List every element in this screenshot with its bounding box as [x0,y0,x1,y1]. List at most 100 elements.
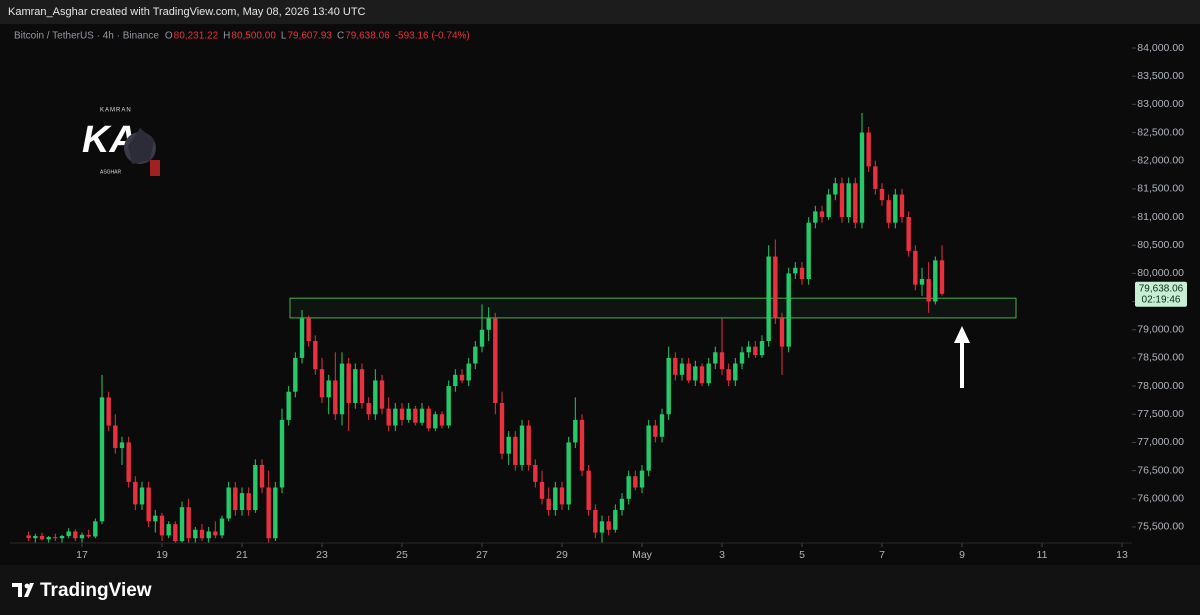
candle-body [793,267,798,274]
candle-body [246,493,251,511]
x-tick-label: May [632,549,653,561]
candle-body [266,487,271,539]
candle-body [213,531,218,536]
y-axis: 75,500.00 76,000.00 76,500.00 77,000.00 77,5… [1132,24,1200,565]
candle-body [253,464,258,511]
candle-body [379,380,385,409]
candle-body [206,531,211,539]
readout-change: -593.16 (-0.74%) [395,31,470,42]
readout-value: 79,607.93 [287,31,332,42]
candle-body [893,194,898,223]
candle-body [773,256,778,319]
candle-body [139,487,145,505]
candle-body [939,260,945,294]
candle-body [546,498,551,511]
candle-body [826,194,831,218]
brand-name: TradingView [40,580,152,601]
candle-body [713,352,718,364]
candle-body [553,487,558,511]
x-tick-label: 17 [76,549,88,561]
y-tick-label: 84,000.00 [1137,42,1184,54]
x-axis: 17 19 21 23 25 27 29 May 3 5 7 9 11 13 [10,542,1132,561]
candle-body [479,329,485,347]
candle-body [673,357,678,375]
candle-body [779,318,785,347]
candle-body [319,369,325,398]
y-tick-label: 81,500.00 [1137,183,1184,195]
candle-body [459,374,465,381]
candle-body [279,419,285,488]
candle-body [666,357,671,415]
candle-body [99,397,105,522]
candle-body [899,194,905,218]
candle-body [619,498,625,511]
last-price-label: 79,638.06 [1139,283,1184,294]
candle-body [66,531,71,536]
candle-body [833,183,838,195]
candle-body [699,366,705,384]
x-tick-label: 7 [879,549,885,561]
candle-body [426,408,431,429]
candle-body [106,397,111,426]
y-tick-label: 82,000.00 [1137,154,1184,166]
readout-key: O [165,31,173,42]
candle-body [579,419,585,471]
readout-value: 79,638.06 [345,31,390,42]
candle-body [239,493,245,511]
y-tick-label: 75,500.00 [1137,521,1184,533]
candle-body [439,414,445,426]
candle-body [293,357,298,392]
candle-body [219,518,225,536]
candle-body [433,414,438,429]
candle-body [739,352,745,364]
candle-body [533,464,538,482]
chart-area [0,24,1200,565]
candle-body [406,408,411,420]
candle-body [639,470,645,488]
candle-body [419,408,425,423]
candle-body [299,318,305,358]
candle-body [273,487,278,539]
x-tick-label: 11 [1037,549,1048,561]
candle-body [166,524,171,536]
candle-body [866,132,871,167]
candle-body [306,318,311,342]
candle-body [653,425,658,437]
candle-body [493,318,498,403]
candle-body [766,256,771,342]
candle-body [839,183,845,218]
candle-body [113,425,118,449]
x-tick-label: 21 [236,549,248,561]
candle-body [919,279,925,285]
header: Bitcoin / TetherUS · 4h · Binance O 80,23… [14,31,470,42]
candle-body [753,346,758,356]
candle-body [119,442,125,449]
candle-body [286,391,291,420]
readout-value: 80,231.22 [174,31,219,42]
candle-body [386,408,391,426]
bottom-bar [0,565,1200,615]
last-price-box [1135,281,1187,307]
candle-body [93,521,98,537]
candle-body [313,341,318,370]
x-tick-label: 19 [156,549,168,561]
candle-body [33,535,38,539]
arrow-annotation [954,326,970,388]
candle-body [559,487,565,505]
candle-body [593,510,598,533]
candle-body [933,260,938,302]
x-tick-label: 9 [959,549,965,561]
candle-body [26,535,31,539]
readout-key: H [223,31,230,42]
watermark-bottom: ASGHAR [100,169,122,175]
candle-body [913,250,918,285]
y-tick-label: 82,500.00 [1137,126,1184,138]
candle-body [573,419,578,443]
candle-body [259,464,265,488]
brand-logo-dot [24,583,30,589]
candle-body [886,200,891,223]
candle-body [693,366,698,381]
watermark: KAMRAN KA ASGHAR [80,104,164,180]
candle-body [373,380,378,415]
candle-body [733,363,738,381]
